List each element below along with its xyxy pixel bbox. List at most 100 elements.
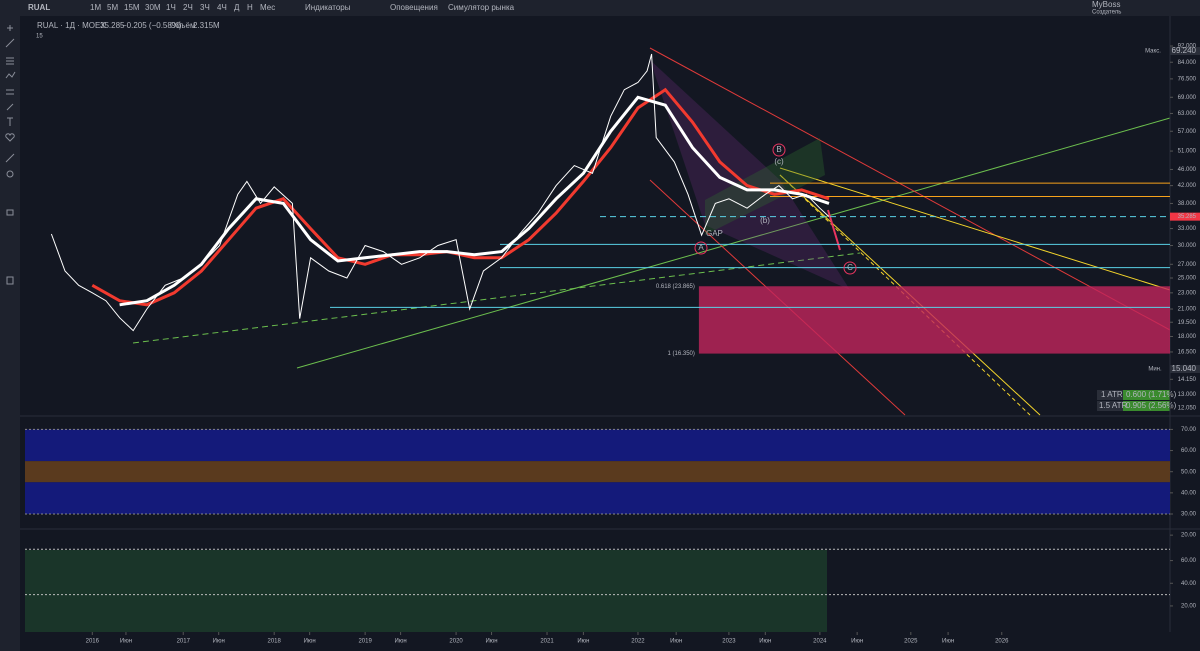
y-tick-label: 18.000 (1178, 334, 1197, 340)
wave-label: A (698, 243, 704, 252)
projection-tool[interactable] (6, 89, 14, 95)
last-price-badge (1170, 212, 1200, 221)
y-tick-label: 38.000 (1178, 201, 1197, 207)
legend-change: −0.205 (−0.58%) (122, 21, 182, 30)
min-value: 15.040 (1172, 364, 1197, 373)
y-tick-label: 70.00 (1181, 427, 1197, 433)
atr-label: 1 ATR (1101, 390, 1123, 399)
indicators-button[interactable]: Индикаторы (305, 3, 351, 12)
pattern-tool[interactable] (5, 71, 16, 79)
y-tick-label: 25.000 (1178, 276, 1197, 282)
favorite-tool[interactable] (5, 133, 15, 142)
interval-button[interactable]: 2Ч (183, 3, 193, 12)
legend-title: RUAL · 1Д · MOEX (37, 21, 106, 30)
interval-button[interactable]: Мес (260, 3, 275, 12)
signal-background (25, 550, 827, 632)
legend-last: 35.285 (100, 21, 125, 30)
price-line (50, 53, 830, 332)
legend-volume-label: Объём (170, 21, 196, 30)
interval-button[interactable]: Н (247, 3, 253, 12)
user-name[interactable]: MyBoss (1092, 0, 1120, 9)
y-tick-label: 51.000 (1178, 149, 1197, 155)
y-tick-label: 42.000 (1178, 183, 1197, 189)
x-tick-label: Июн (942, 639, 954, 645)
y-tick-label: 19.500 (1178, 320, 1197, 326)
x-tick-label: 2020 (449, 639, 463, 645)
text-tool[interactable] (7, 117, 13, 126)
wave-label: C (847, 263, 853, 272)
y-tick-label: 60.00 (1181, 448, 1197, 454)
x-tick-label: 2022 (631, 639, 645, 645)
x-tick-label: Июн (213, 639, 225, 645)
y-tick-label: 13.000 (1178, 392, 1197, 398)
ruler-tool[interactable] (5, 153, 15, 163)
x-tick-label: 2017 (177, 639, 191, 645)
fib-label: 0.618 (23.865) (656, 284, 695, 290)
lock-tool[interactable] (6, 209, 14, 216)
wave-marker (843, 261, 857, 275)
symbol[interactable]: RUAL (28, 3, 50, 12)
y-tick-label: 20.00 (1181, 604, 1197, 610)
x-tick-label: 2025 (904, 639, 918, 645)
y-tick-label: 50.00 (1181, 469, 1197, 475)
interval-button[interactable]: Д (234, 3, 240, 12)
y-tick-label: 76.500 (1178, 76, 1197, 82)
x-tick-label: 2021 (540, 639, 554, 645)
interval-button[interactable]: 30М (145, 3, 161, 12)
interval-button[interactable]: 1М (90, 3, 101, 12)
y-tick-label: 16.500 (1178, 350, 1197, 356)
y-tick-label: 30.00 (1181, 512, 1197, 518)
atr-box (1123, 401, 1170, 411)
interval-button[interactable]: 15М (124, 3, 140, 12)
y-tick-label: 84.000 (1178, 60, 1197, 66)
x-tick-label: 2023 (722, 639, 736, 645)
alerts-button[interactable]: Оповещения (390, 3, 438, 12)
drawing-tools[interactable] (5, 25, 16, 285)
max-badge (1170, 47, 1200, 55)
zoom-tool[interactable] (6, 170, 14, 178)
channel-fill (650, 60, 850, 290)
legend-volume: 2.315M (193, 21, 220, 30)
x-tick-label: 2026 (995, 639, 1009, 645)
left-toolbar (0, 16, 20, 651)
interval-button[interactable]: 5М (107, 3, 118, 12)
moving-average (119, 95, 830, 307)
max-value: 69.240 (1172, 46, 1197, 55)
y-tick-label: 63.000 (1178, 111, 1197, 117)
y-tick-label: 57.000 (1178, 129, 1197, 135)
delete-tool[interactable] (6, 276, 14, 285)
atr-label: 1.5 ATR (1099, 401, 1128, 410)
trend-tool[interactable] (5, 38, 15, 48)
replay-button[interactable]: Симулятор рынка (448, 3, 515, 12)
y-tick-label: 27.000 (1178, 262, 1197, 268)
y-tick-label: 40.00 (1181, 490, 1197, 496)
brush-tool[interactable] (6, 103, 14, 111)
interval-button[interactable]: 4Ч (217, 3, 227, 12)
y-tick-label: 14.150 (1178, 377, 1197, 383)
min-label: Мин. (1148, 367, 1162, 373)
trend-line (296, 117, 1171, 369)
y-tick-label: 40.00 (1181, 581, 1197, 587)
x-tick-label: 2019 (358, 639, 372, 645)
wave-label: (c) (774, 157, 784, 166)
y-tick-label: 23.000 (1178, 290, 1197, 296)
x-tick-label: Июн (485, 639, 497, 645)
crosshair-tool[interactable] (7, 25, 13, 31)
y-tick-label: 30.000 (1178, 243, 1197, 249)
y-tick-label: 33.000 (1178, 226, 1197, 232)
interval-button[interactable]: 1Ч (166, 3, 176, 12)
max-label: Макс. (1145, 49, 1161, 55)
wave-label: B (776, 145, 781, 154)
x-tick-label: Июн (670, 639, 682, 645)
x-tick-label: Июн (577, 639, 589, 645)
fib-tool[interactable] (6, 57, 14, 65)
x-tick-label: Июн (759, 639, 771, 645)
y-tick-label: 92.000 (1178, 44, 1197, 50)
x-tick-label: 2024 (813, 639, 827, 645)
x-tick-label: 2018 (268, 639, 282, 645)
x-tick-label: Июн (851, 639, 863, 645)
user-role: Создатель (1092, 10, 1121, 16)
interval-button[interactable]: 3Ч (200, 3, 210, 12)
y-tick-label: 20.00 (1181, 533, 1197, 539)
